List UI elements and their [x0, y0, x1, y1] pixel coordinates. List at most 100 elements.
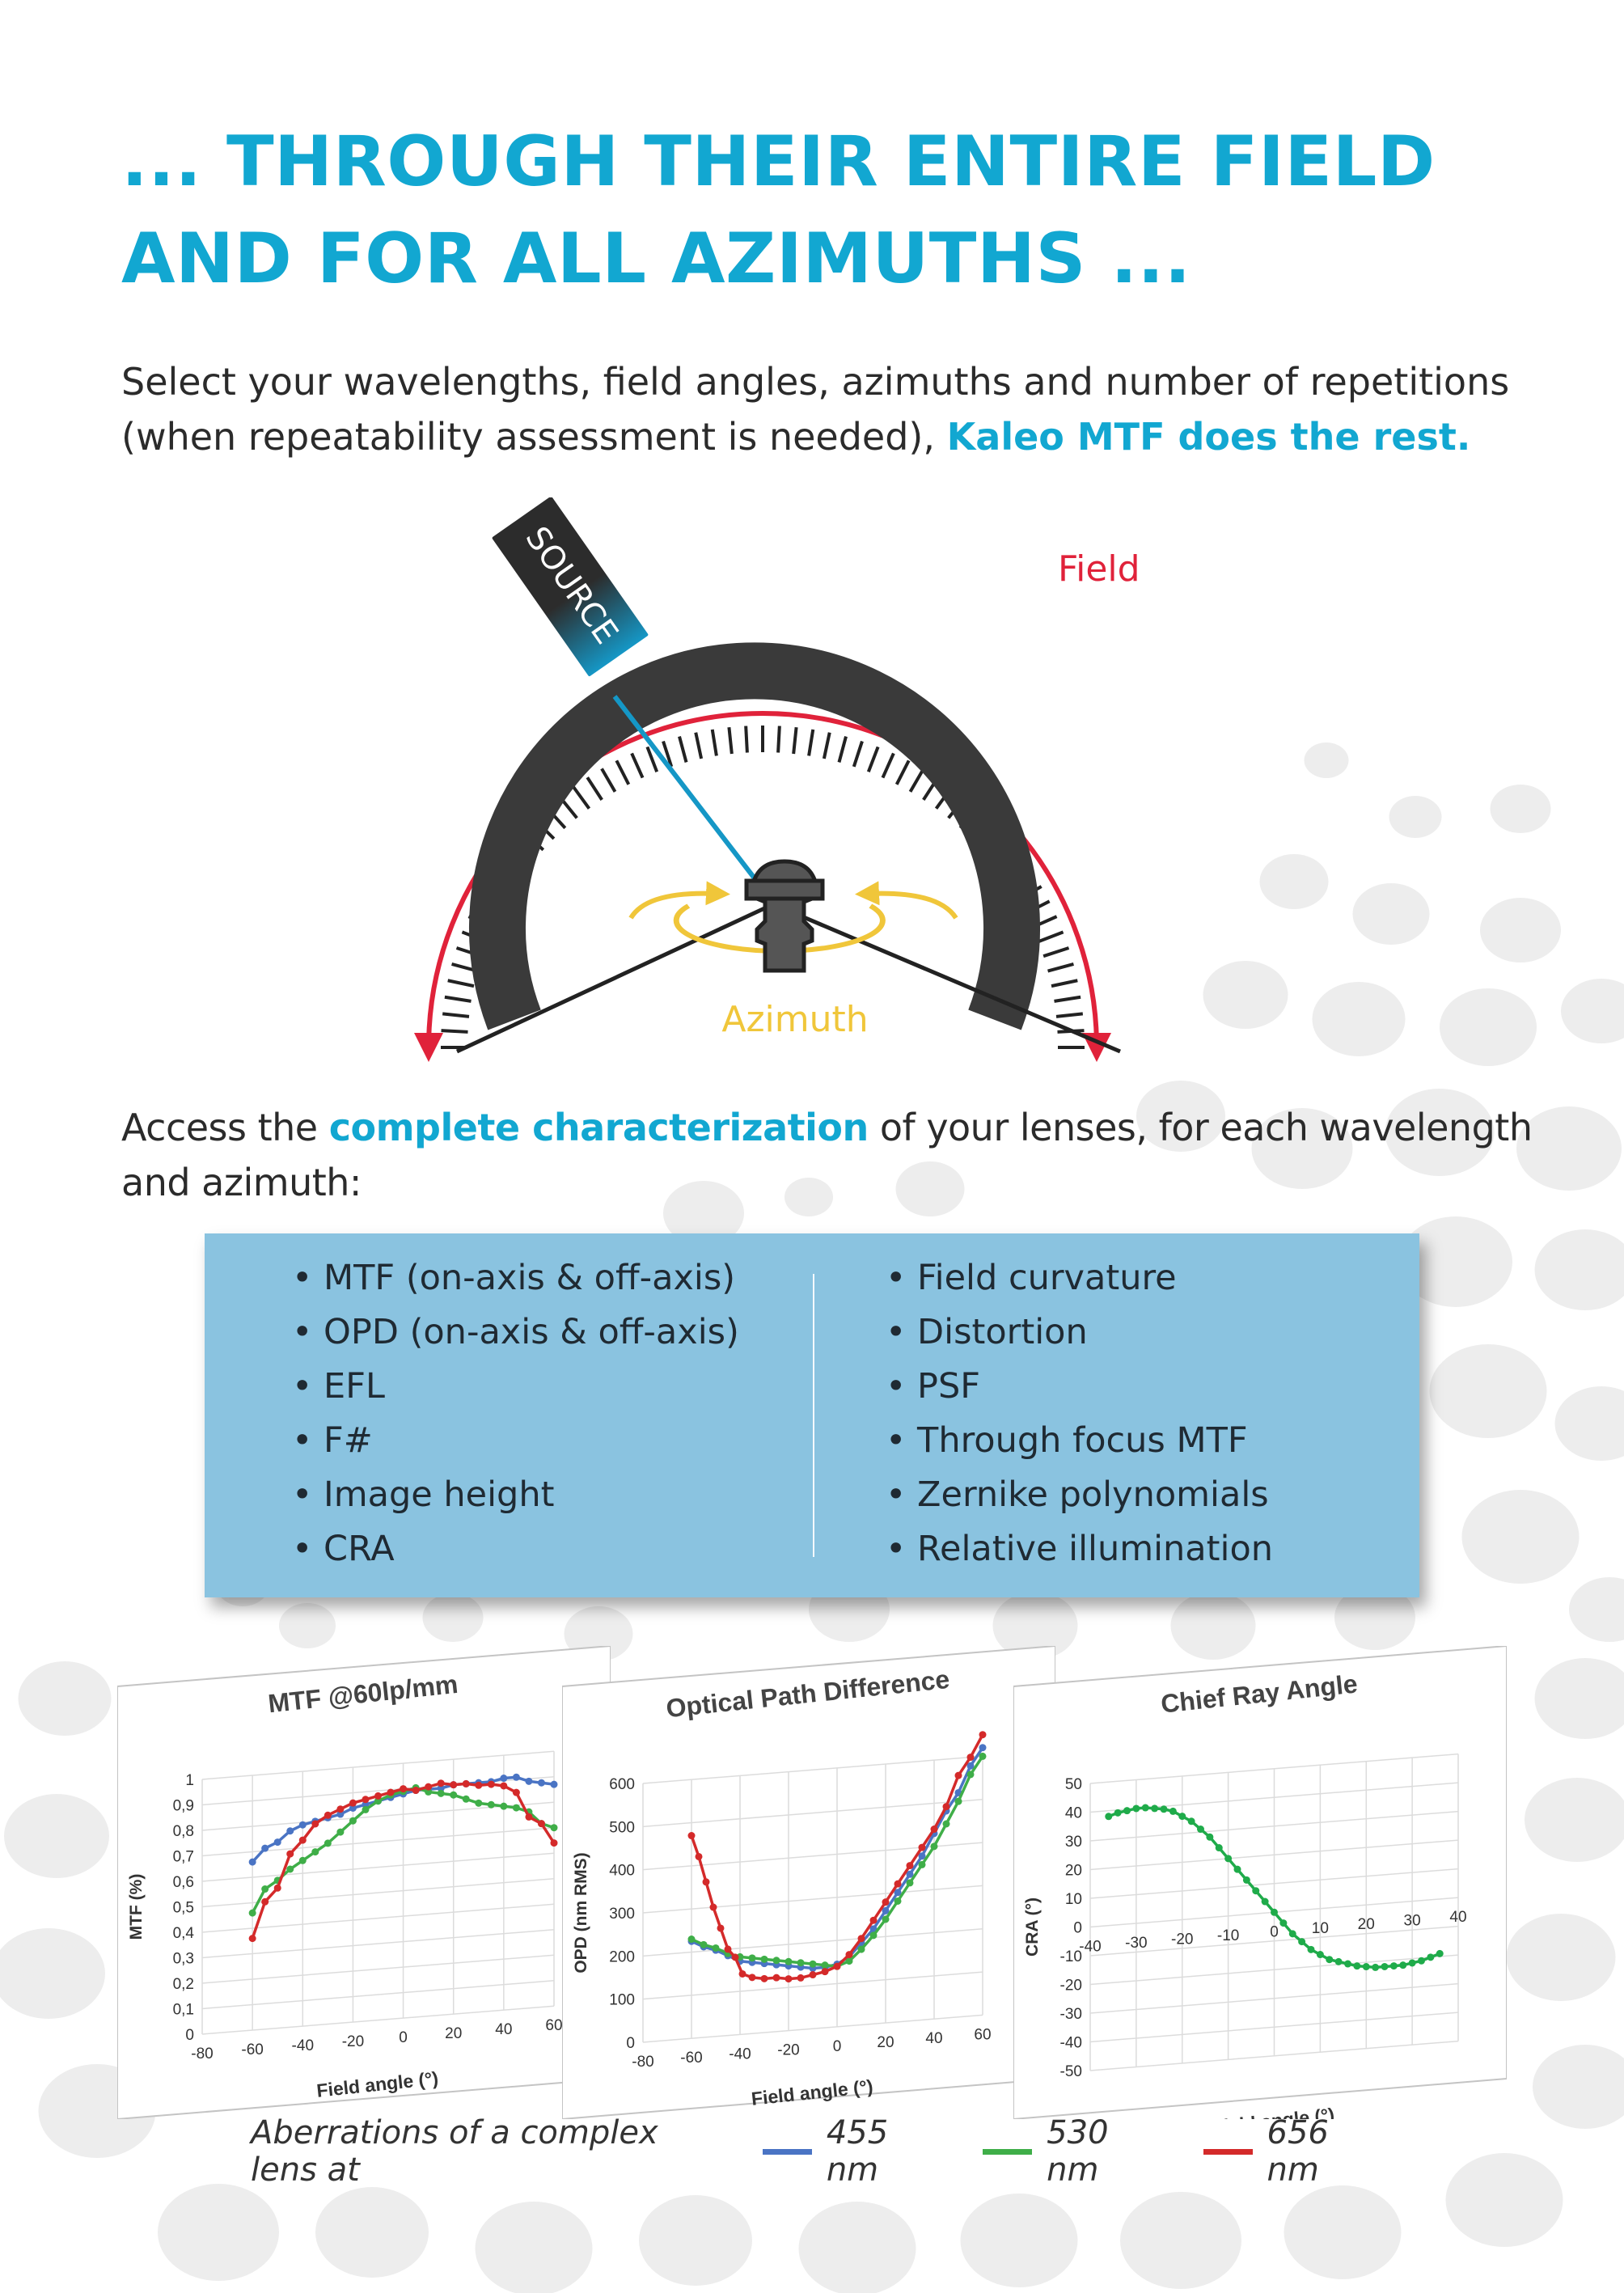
y-tick-label: 100 [609, 1992, 635, 2009]
data-point [731, 1953, 739, 1961]
background-dot [1284, 2185, 1402, 2279]
y-tick-label: 0,9 [173, 1798, 194, 1815]
data-point [475, 1781, 483, 1789]
data-point [942, 1820, 950, 1828]
y-axis-label: CRA (°) [1023, 1897, 1042, 1957]
data-point [702, 1878, 710, 1886]
background-dot [1561, 979, 1624, 1043]
data-point [821, 1961, 829, 1969]
intro-highlight: Kaleo MTF does the rest. [946, 415, 1471, 459]
grid-line [201, 1928, 555, 1959]
chart-grid [642, 1755, 983, 2043]
page-title: ... THROUGH THEIR ENTIRE FIELD AND FOR A… [121, 113, 1436, 307]
data-point [1252, 1887, 1260, 1895]
azimuth-arrow-left [628, 881, 730, 920]
features-right-list: Field curvature Distortion PSF Through f… [886, 1251, 1273, 1576]
features-left-list: MTF (on-axis & off-axis) OPD (on-axis & … [292, 1251, 739, 1576]
background-dot [1334, 1585, 1415, 1650]
data-point [845, 1951, 853, 1959]
legend-label: 656 nm [1267, 2114, 1329, 2189]
data-point [311, 1848, 319, 1856]
data-point [857, 1935, 865, 1943]
data-point [286, 1827, 294, 1835]
background-dot [1304, 742, 1349, 778]
x-tick-label: -40 [292, 2037, 314, 2054]
data-point [821, 1968, 829, 1976]
data-point [1114, 1809, 1122, 1817]
data-point [906, 1862, 914, 1870]
field-scale-ticks [441, 726, 1085, 1049]
data-point [512, 1773, 520, 1781]
y-tick-label: 0 [626, 2035, 635, 2052]
field-tick [678, 736, 688, 763]
data-point [1316, 1951, 1324, 1959]
data-point [261, 1897, 269, 1906]
data-point [772, 1974, 780, 1982]
field-tick [572, 785, 591, 810]
y-tick-label: 10 [1065, 1891, 1082, 1908]
field-tick [894, 759, 911, 785]
data-point [437, 1779, 445, 1787]
background-dot [18, 1661, 112, 1736]
data-point [1436, 1949, 1444, 1957]
data-point [1408, 1959, 1416, 1967]
data-point [537, 1820, 545, 1828]
x-tick-label: -20 [1171, 1931, 1193, 1948]
y-tick-label: 30 [1065, 1834, 1082, 1851]
data-point [336, 1828, 345, 1836]
data-point [1344, 1960, 1351, 1968]
x-tick-label: 40 [1449, 1909, 1466, 1926]
legend-caption: Aberrations of a complex lens at [251, 2114, 658, 2189]
field-tick [792, 726, 798, 755]
background-dot [1445, 2153, 1563, 2247]
y-tick-label: -50 [1060, 2063, 1082, 2080]
x-tick-label: 0 [1270, 1923, 1279, 1940]
data-point [248, 1858, 256, 1866]
background-dot [1534, 1658, 1624, 1739]
title-line-2: AND FOR ALL AZIMUTHS ... [121, 218, 1191, 299]
data-point [1187, 1817, 1195, 1826]
data-point [487, 1780, 495, 1788]
data-point [857, 1945, 865, 1953]
background-dot [1506, 1914, 1616, 2001]
feature-item: Through focus MTF [886, 1414, 1273, 1468]
data-point [1298, 1938, 1306, 1946]
data-point [869, 1916, 878, 1924]
data-point [273, 1838, 281, 1847]
y-axis-label: OPD (nm RMS) [572, 1852, 590, 1973]
x-tick-label: 0 [399, 2029, 408, 2046]
data-point [374, 1792, 382, 1800]
intro-paragraph: Select your wavelengths, field angles, a… [121, 354, 1545, 464]
data-point [286, 1865, 294, 1873]
data-point [324, 1811, 332, 1819]
lens-icon [744, 859, 825, 973]
x-tick-label: -40 [1079, 1939, 1101, 1956]
opd-chart-panel: Optical Path Difference 0 100 200 300 400 500 6… [562, 1646, 1055, 2119]
data-point [906, 1879, 914, 1887]
data-point [882, 1898, 890, 1906]
background-dot [785, 1178, 833, 1216]
field-label: Field [1058, 548, 1140, 590]
field-limit-right [772, 902, 1121, 1054]
y-tick-label: 400 [609, 1863, 635, 1880]
azimuth-arrow-right [855, 881, 958, 920]
x-tick-label: -40 [729, 2046, 751, 2062]
data-point [966, 1771, 975, 1779]
legend-label: 455 nm [826, 2114, 889, 2189]
field-tick [630, 752, 645, 779]
data-point [954, 1797, 962, 1805]
source-beam [612, 695, 773, 901]
data-point [311, 1820, 319, 1828]
grid-line [1089, 2040, 1459, 2071]
data-point [785, 1957, 793, 1965]
field-tick [694, 732, 704, 759]
data-point [797, 1974, 805, 1982]
field-tick [662, 740, 674, 768]
data-point [1334, 1957, 1343, 1965]
mtf-chart-panel: MTF @60lp/mm 0 0,1 0,2 0,3 0,4 0,5 0,6 0,7 0,8 0,9… [117, 1646, 611, 2119]
background-dot [1399, 1216, 1512, 1307]
feature-item: Field curvature [886, 1251, 1273, 1305]
data-point [1224, 1855, 1233, 1863]
x-tick-label: -20 [777, 2042, 799, 2059]
data-point [1242, 1876, 1250, 1884]
